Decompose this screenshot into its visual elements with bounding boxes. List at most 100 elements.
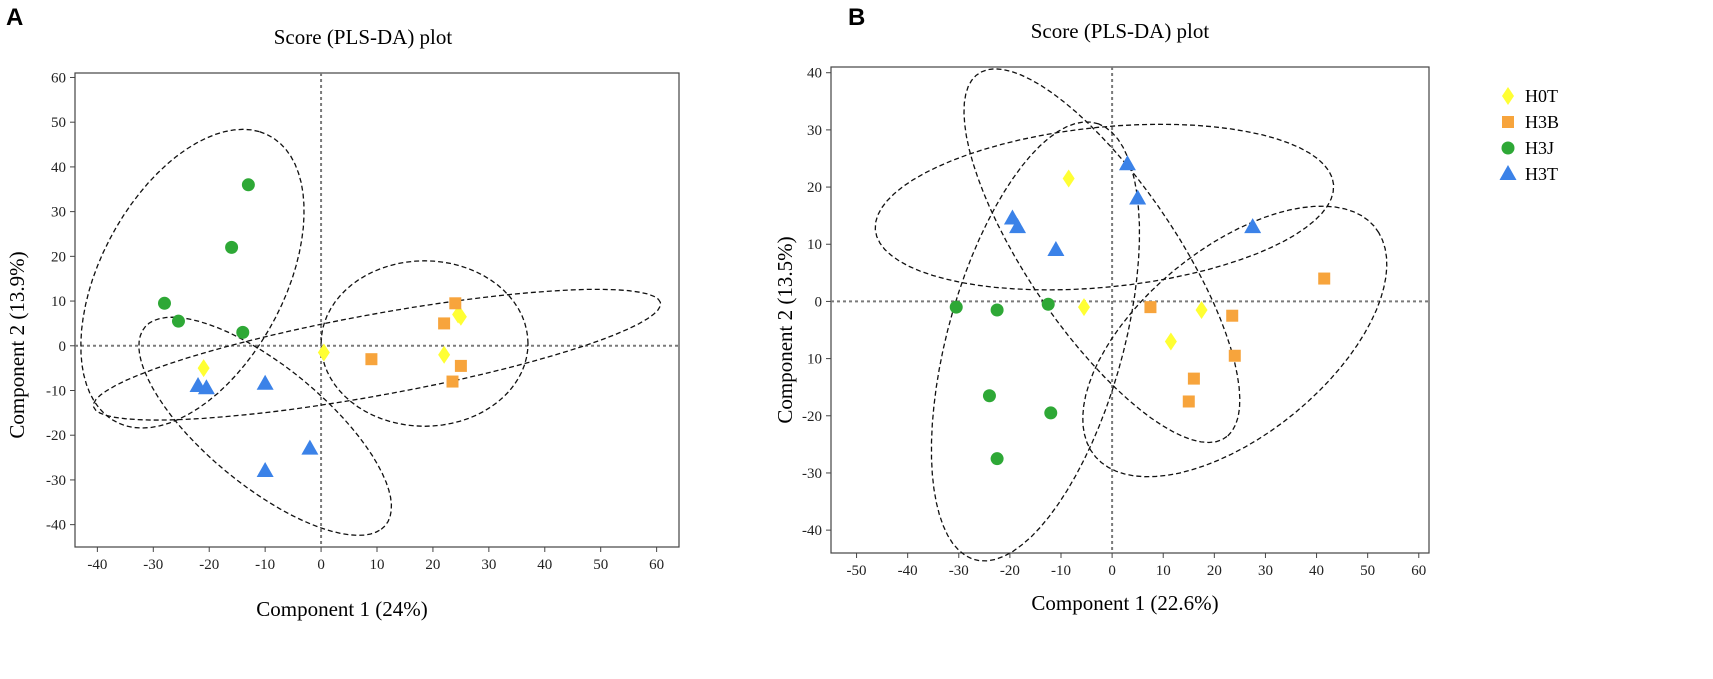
x-tick-label: -30 bbox=[143, 557, 163, 573]
x-tick-label: -10 bbox=[255, 557, 275, 573]
legend-label: H3T bbox=[1525, 164, 1558, 184]
x-tick-label: -20 bbox=[1000, 563, 1020, 579]
x-tick-label: 60 bbox=[649, 557, 664, 573]
y-tick-label: 20 bbox=[807, 180, 822, 196]
x-tick-label: 20 bbox=[425, 557, 440, 573]
confidence-ellipse bbox=[874, 123, 1335, 291]
legend-marker-h3t bbox=[1499, 165, 1517, 180]
point-h3b bbox=[1318, 272, 1331, 285]
point-h3j bbox=[990, 303, 1004, 317]
point-h0t bbox=[454, 307, 467, 326]
x-tick-label: -20 bbox=[199, 557, 219, 573]
y-tick-label: -10 bbox=[46, 383, 66, 399]
plot-frame bbox=[830, 66, 1430, 554]
y-tick-label: 10 bbox=[807, 237, 822, 253]
point-h3j bbox=[949, 300, 963, 314]
point-h3j bbox=[171, 314, 185, 328]
point-h3j bbox=[1044, 406, 1058, 420]
x-tick-label: 50 bbox=[593, 557, 608, 573]
x-axis-label: Component 1 (24%) bbox=[256, 597, 427, 621]
x-tick-label: -40 bbox=[898, 563, 918, 579]
y-tick-label: 30 bbox=[51, 205, 66, 221]
y-tick-label: 60 bbox=[51, 70, 66, 86]
legend-label: H0T bbox=[1525, 86, 1558, 106]
legend: H0T H3B H3J H3T bbox=[1499, 86, 1559, 184]
point-h0t bbox=[438, 345, 451, 364]
point-h3b bbox=[1187, 372, 1200, 385]
confidence-ellipse bbox=[930, 121, 1141, 562]
confidence-ellipse bbox=[92, 288, 662, 421]
x-tick-label: 60 bbox=[1411, 563, 1426, 579]
y-tick-label: -40 bbox=[46, 518, 66, 534]
point-h3t bbox=[256, 374, 274, 390]
y-tick-label: 10 bbox=[807, 352, 822, 368]
point-h3j bbox=[236, 325, 250, 339]
y-axis-label: Component 2 (13.9%) bbox=[5, 251, 29, 438]
x-tick-label: -10 bbox=[1051, 563, 1071, 579]
x-tick-label: 30 bbox=[481, 557, 496, 573]
x-tick-label: 10 bbox=[1156, 563, 1171, 579]
panel-b: B Score (PLS-DA) plot -50 -40 -30 -20 -10 0 10… bbox=[773, 4, 1559, 615]
x-tick-label: 50 bbox=[1360, 563, 1375, 579]
legend-marker-h3b bbox=[1502, 116, 1514, 128]
x-tick-label: 40 bbox=[537, 557, 552, 573]
confidence-ellipse bbox=[138, 316, 393, 536]
panel-label: A bbox=[6, 4, 23, 31]
y-tick-label: -20 bbox=[802, 409, 822, 425]
y-axis-label: Component 2 (13.5%) bbox=[773, 236, 797, 423]
point-h3t bbox=[301, 439, 319, 455]
point-h0t bbox=[1078, 298, 1090, 317]
point-h3b bbox=[1144, 301, 1157, 314]
legend-marker-h3j bbox=[1501, 141, 1515, 155]
y-tick-label: 40 bbox=[51, 160, 66, 176]
point-h3b bbox=[1228, 349, 1241, 362]
point-h0t bbox=[197, 359, 210, 378]
y-tick-label: 30 bbox=[807, 123, 822, 139]
point-h0t bbox=[1164, 332, 1177, 351]
point-h3b bbox=[1182, 395, 1195, 408]
point-h0t bbox=[1195, 301, 1208, 319]
point-h3t bbox=[1118, 155, 1136, 171]
point-h3t bbox=[197, 379, 215, 395]
point-h3b bbox=[1226, 309, 1239, 322]
point-h3b bbox=[454, 359, 467, 372]
y-tick-label: 40 bbox=[807, 66, 822, 82]
x-tick-label: 10 bbox=[370, 557, 385, 573]
y-tick-label: -30 bbox=[802, 466, 822, 482]
confidence-ellipse bbox=[320, 260, 529, 427]
point-h3j bbox=[982, 389, 996, 403]
point-h3b bbox=[365, 353, 378, 366]
confidence-ellipse bbox=[80, 128, 305, 429]
x-tick-label: -30 bbox=[949, 563, 969, 579]
point-h3j bbox=[990, 452, 1004, 466]
panel-label: B bbox=[848, 4, 865, 31]
confidence-ellipse bbox=[1082, 205, 1388, 478]
point-h3t bbox=[1129, 189, 1147, 205]
legend-label: H3J bbox=[1525, 138, 1554, 158]
point-h3b bbox=[449, 297, 462, 310]
y-tick-label: 20 bbox=[51, 249, 66, 265]
point-h3j bbox=[1041, 297, 1055, 311]
chart-title: Score (PLS-DA) plot bbox=[274, 25, 453, 49]
legend-marker-h0t bbox=[1502, 87, 1514, 105]
point-h3t bbox=[256, 461, 274, 477]
point-h3j bbox=[157, 296, 171, 310]
point-h3j bbox=[241, 178, 255, 192]
y-tick-label: 0 bbox=[815, 294, 823, 310]
point-h0t bbox=[1062, 169, 1075, 188]
panel-a: A Score (PLS-DA) plot -40 -30 -20 -10 0 10 20 3… bbox=[5, 4, 680, 621]
plot-frame bbox=[74, 72, 680, 548]
chart-title: Score (PLS-DA) plot bbox=[1031, 19, 1210, 43]
x-tick-label: -50 bbox=[847, 563, 867, 579]
x-tick-label: -40 bbox=[87, 557, 107, 573]
point-h3b bbox=[446, 375, 459, 388]
y-tick-label: -40 bbox=[802, 523, 822, 539]
point-h3b bbox=[438, 317, 451, 330]
y-tick-label: 0 bbox=[59, 339, 67, 355]
y-tick-label: 50 bbox=[51, 115, 66, 131]
y-tick-label: -30 bbox=[46, 473, 66, 489]
y-tick-label: -20 bbox=[46, 428, 66, 444]
point-h3j bbox=[225, 240, 239, 254]
confidence-ellipse bbox=[963, 68, 1241, 444]
